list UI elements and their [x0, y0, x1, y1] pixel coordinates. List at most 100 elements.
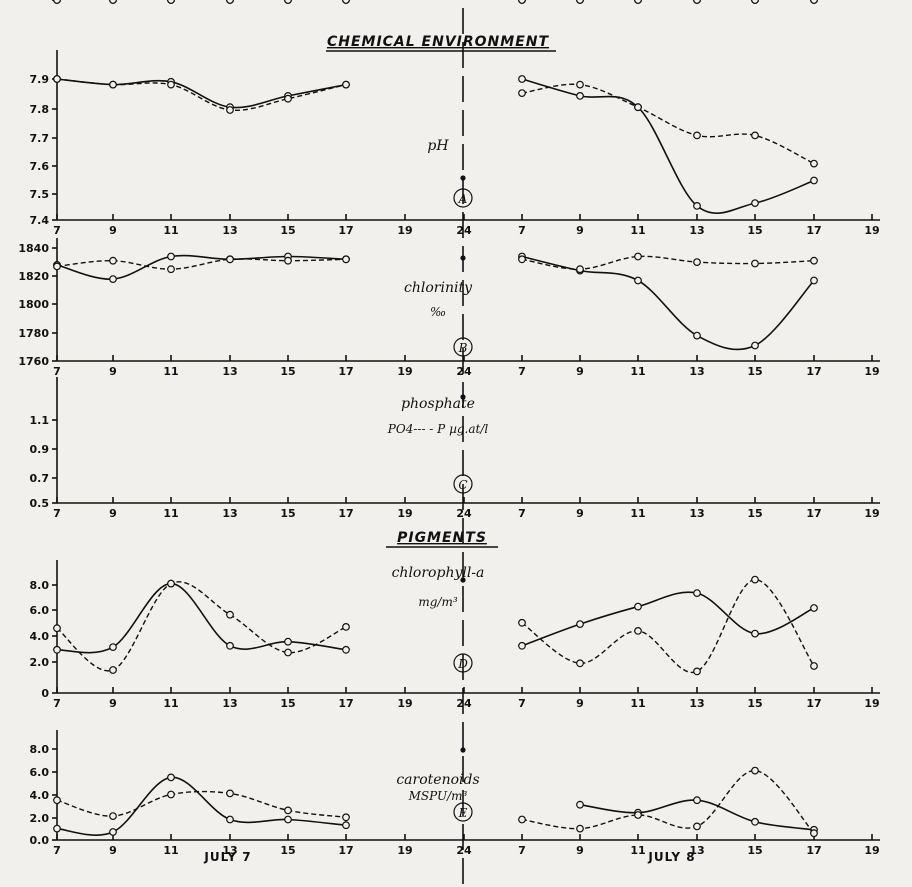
data-point	[810, 604, 818, 612]
y-tick-label: 4.0	[30, 630, 50, 643]
data-point	[634, 103, 642, 112]
y-tick-label: 1.1	[30, 414, 50, 427]
date-label-july-8: JULY 8	[647, 850, 695, 864]
y-tick-label: 0.7	[30, 472, 50, 485]
series-dashed-line	[521, 255, 815, 270]
data-point	[634, 276, 642, 285]
y-tick-label: 7.7	[30, 132, 50, 145]
data-point	[226, 255, 234, 264]
x-tick-label: 9	[109, 365, 117, 378]
x-tick-label: 15	[747, 365, 762, 378]
data-point	[751, 817, 759, 826]
panel-d: 8.06.04.02.0079111315171924791113151719D…	[30, 560, 880, 710]
data-point	[693, 131, 701, 140]
data-point	[634, 0, 642, 4]
x-tick-label: 7	[518, 844, 526, 857]
x-tick-label: 15	[747, 507, 762, 520]
data-point	[226, 641, 234, 650]
x-tick-label: 9	[109, 224, 117, 237]
data-point	[518, 75, 526, 83]
x-tick-label: 17	[806, 507, 821, 520]
x-tick-label: 13	[689, 224, 704, 237]
x-tick-label: 13	[222, 697, 237, 710]
x-tick-label: 19	[864, 507, 879, 520]
x-tick-label: 24	[456, 224, 472, 237]
data-point	[109, 643, 117, 651]
y-tick-label: 1760	[18, 355, 49, 368]
data-point	[634, 252, 642, 261]
series-solid-line	[56, 254, 347, 280]
x-tick-label: 7	[518, 224, 526, 237]
data-point	[284, 815, 292, 824]
series-solid-line	[56, 776, 347, 836]
data-point	[342, 645, 350, 654]
x-tick-label: 9	[576, 507, 584, 520]
x-tick-label: 15	[280, 507, 295, 520]
x-tick-label: 24	[456, 697, 472, 710]
data-point	[693, 667, 701, 676]
data-point	[342, 813, 350, 822]
data-point	[226, 789, 234, 798]
data-point	[109, 80, 117, 89]
y-tick-label: 1820	[18, 270, 49, 283]
data-point	[518, 255, 526, 264]
data-point	[810, 0, 818, 4]
panel-label: carotenoids	[396, 772, 479, 788]
x-tick-label: 17	[338, 697, 353, 710]
data-point	[751, 341, 759, 350]
data-point	[53, 624, 61, 633]
x-tick-label: 13	[222, 507, 237, 520]
x-tick-label: 15	[280, 844, 295, 857]
y-tick-label: 1.3	[30, 0, 50, 3]
data-point	[167, 252, 175, 261]
data-point	[634, 811, 642, 819]
x-tick-label: 17	[338, 844, 353, 857]
series-solid-line	[56, 582, 347, 654]
x-tick-label: 13	[689, 507, 704, 520]
y-tick-label: 7.9	[30, 73, 50, 86]
x-tick-label: 9	[109, 697, 117, 710]
panel-label: chlorophyll-a	[392, 565, 485, 581]
panel-unit: PO4--- - P µg.at/l	[387, 422, 489, 436]
data-point	[518, 815, 526, 824]
y-tick-label: 7.6	[30, 160, 50, 173]
data-point	[109, 0, 117, 4]
y-tick-label: 7.5	[30, 188, 50, 201]
x-tick-label: 19	[397, 365, 412, 378]
data-point	[167, 0, 175, 4]
x-tick-label: 7	[518, 507, 526, 520]
data-point	[53, 645, 61, 654]
x-tick-label: 11	[630, 365, 645, 378]
data-point	[284, 637, 292, 646]
x-tick-label: 19	[397, 224, 412, 237]
y-tick-label: 1840	[18, 242, 49, 255]
data-point	[342, 255, 350, 264]
panel-c: 1.31.10.90.70.57911131517192479111315171…	[30, 0, 880, 520]
data-point	[109, 275, 117, 284]
x-tick-label: 11	[163, 844, 178, 857]
x-tick-label: 11	[163, 697, 178, 710]
data-point	[284, 256, 292, 265]
data-point	[693, 258, 701, 267]
x-tick-label: 7	[518, 365, 526, 378]
data-point	[810, 276, 818, 285]
y-tick-label: 8.0	[30, 743, 50, 756]
panel-label: pH	[427, 138, 449, 154]
x-tick-label: 9	[576, 224, 584, 237]
divider-dot	[460, 747, 466, 753]
y-tick-label: 6.0	[30, 604, 50, 617]
y-tick-label: 0.0	[30, 834, 50, 847]
data-point	[693, 796, 701, 805]
series-solid-line	[521, 255, 815, 351]
data-point	[810, 159, 818, 168]
data-point	[109, 828, 117, 836]
x-tick-label: 19	[397, 697, 412, 710]
x-tick-label: 17	[806, 365, 821, 378]
data-point	[226, 0, 234, 4]
x-tick-label: 17	[338, 365, 353, 378]
data-point	[109, 256, 117, 265]
series-dashed-line	[56, 258, 347, 270]
x-tick-label: 7	[53, 697, 61, 710]
y-tick-label: 1780	[18, 327, 49, 340]
